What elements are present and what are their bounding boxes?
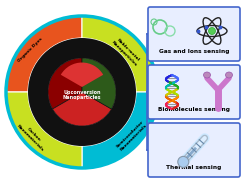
Text: Biomolecules sensing: Biomolecules sensing — [158, 106, 230, 112]
Text: Upconversion
Nanoparticles: Upconversion Nanoparticles — [63, 90, 101, 100]
Wedge shape — [28, 38, 136, 146]
Text: Organic Dyes: Organic Dyes — [17, 37, 43, 63]
Text: Noble-metal
Nanoparticles: Noble-metal Nanoparticles — [111, 37, 141, 67]
Wedge shape — [6, 16, 82, 92]
FancyBboxPatch shape — [148, 123, 240, 177]
Text: Semiconductor
Nanomaterials: Semiconductor Nanomaterials — [116, 120, 148, 152]
Ellipse shape — [225, 72, 233, 78]
Circle shape — [178, 156, 189, 167]
Ellipse shape — [203, 72, 211, 78]
Wedge shape — [82, 58, 116, 109]
Wedge shape — [48, 58, 82, 109]
Text: Thermal sensing: Thermal sensing — [166, 164, 222, 170]
Wedge shape — [82, 16, 158, 92]
Text: Carbon
Nanomaterials: Carbon Nanomaterials — [16, 120, 48, 152]
Text: Gas and Ions sensing: Gas and Ions sensing — [159, 49, 229, 53]
Circle shape — [209, 28, 215, 35]
Wedge shape — [61, 63, 103, 87]
Wedge shape — [52, 92, 112, 126]
FancyBboxPatch shape — [148, 7, 240, 61]
Wedge shape — [6, 92, 82, 168]
Wedge shape — [82, 92, 158, 168]
FancyBboxPatch shape — [148, 65, 240, 119]
